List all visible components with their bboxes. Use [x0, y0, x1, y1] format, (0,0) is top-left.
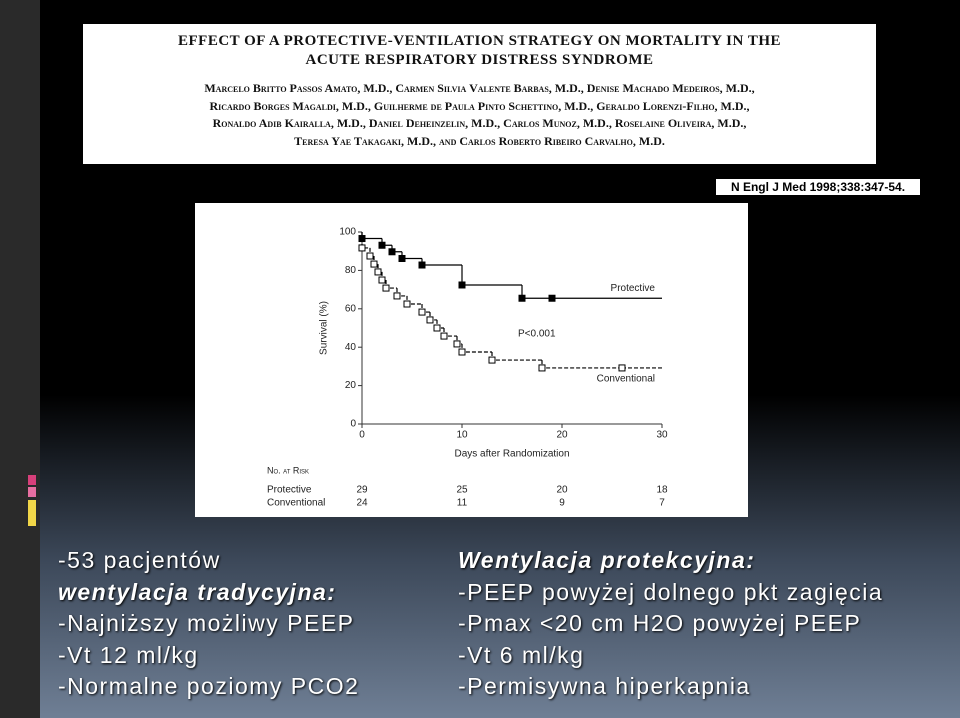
at-risk-value: 7 — [659, 498, 665, 509]
y-tick-label: 40 — [345, 342, 357, 353]
text-line: -Najniższy możliwy PEEP — [58, 610, 355, 636]
x-tick-label: 10 — [456, 430, 468, 441]
text-line: -PEEP powyżej dolnego pkt zagięcia — [458, 578, 884, 605]
marker — [378, 276, 386, 284]
chart-background — [195, 203, 748, 517]
x-tick-label: 30 — [656, 430, 668, 441]
text-line: -Permisywna hiperkapnia — [458, 673, 751, 699]
at-risk-value: 24 — [356, 498, 368, 509]
at-risk-value: 20 — [556, 485, 568, 496]
text-heading: Wentylacja protekcyjna: — [458, 547, 756, 573]
x-tick-label: 0 — [359, 430, 365, 441]
text-line: -Pmax <20 cm H2O powyżej PEEP — [458, 610, 862, 636]
marker — [393, 292, 401, 300]
left-bar — [0, 0, 40, 718]
marker — [398, 254, 406, 262]
authors: Teresa Yae Takagaki, M.D., and Carlos Ro… — [294, 133, 665, 148]
marker — [518, 294, 526, 302]
y-tick-label: 0 — [350, 419, 356, 430]
at-risk-value: 11 — [457, 498, 468, 509]
marker — [388, 248, 396, 256]
marker — [374, 268, 382, 276]
y-tick-label: 80 — [345, 265, 357, 276]
authors: Ronaldo Adib Kairalla, M.D., Daniel Dehe… — [212, 116, 747, 130]
marker — [366, 252, 374, 260]
marker — [370, 260, 378, 268]
marker — [418, 308, 426, 316]
paper-title: EFFECT OF A PROTECTIVE-VENTILATION STRAT… — [177, 33, 782, 49]
right-column: Wentylacja protekcyjna: -PEEP powyżej do… — [458, 545, 883, 703]
marker — [458, 281, 466, 289]
marker — [418, 261, 426, 269]
paper-title: ACUTE RESPIRATORY DISTRESS SYNDROME — [305, 52, 654, 68]
text-line: -Vt 6 ml/kg — [458, 641, 585, 668]
at-risk-name: Protective — [267, 485, 312, 496]
at-risk-value: 25 — [456, 485, 468, 496]
marker — [378, 241, 386, 249]
y-tick-label: 20 — [345, 380, 357, 391]
marker — [358, 244, 366, 252]
x-tick-label: 20 — [556, 430, 568, 441]
series-label: Conventional — [597, 374, 655, 385]
left-column: -53 pacjentów wentylacja tradycyjna: -Na… — [58, 545, 359, 703]
marker — [458, 348, 466, 356]
series-label: Protective — [611, 283, 656, 294]
text-heading: wentylacja tradycyjna: — [58, 578, 337, 605]
decoration — [28, 487, 36, 497]
marker — [403, 300, 411, 308]
at-risk-value: 18 — [656, 485, 668, 496]
text-line: -Vt 12 ml/kg — [58, 641, 199, 668]
x-axis-label: Days after Randomization — [454, 449, 569, 460]
annotation: P<0.001 — [518, 329, 556, 340]
at-risk-title: No. at Risk — [267, 465, 309, 475]
marker — [488, 356, 496, 364]
marker — [453, 340, 461, 348]
authors: Ricardo Borges Magaldi, M.D., Guilherme … — [209, 98, 750, 113]
marker — [618, 364, 626, 372]
marker — [382, 284, 390, 292]
marker — [440, 332, 448, 340]
y-tick-label: 60 — [345, 303, 357, 314]
marker — [426, 316, 434, 324]
y-tick-label: 100 — [339, 227, 356, 238]
decoration — [28, 475, 36, 485]
citation: N Engl J Med 1998;338:347-54. — [716, 179, 920, 195]
paper-header: EFFECT OF A PROTECTIVE-VENTILATION STRAT… — [83, 24, 876, 164]
text-line: -53 pacjentów — [58, 547, 221, 573]
marker — [538, 364, 546, 372]
authors: Marcelo Britto Passos Amato, M.D., Carme… — [204, 81, 755, 95]
y-axis-label: Survival (%) — [319, 301, 330, 355]
text-line: -Normalne poziomy PCO2 — [58, 673, 360, 699]
at-risk-value: 9 — [559, 498, 565, 509]
at-risk-name: Conventional — [267, 498, 325, 509]
decoration — [28, 500, 36, 526]
marker — [548, 294, 556, 302]
chart: 0 20 40 60 80 100 0 10 20 30 Days after Randomizat… — [195, 203, 748, 517]
at-risk-value: 29 — [356, 485, 368, 496]
marker — [433, 324, 441, 332]
